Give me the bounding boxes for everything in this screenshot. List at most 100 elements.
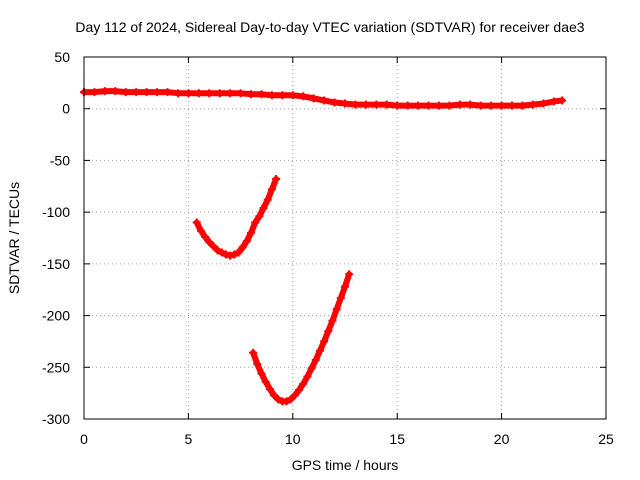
data-point	[487, 101, 496, 110]
data-point	[234, 248, 243, 257]
data-point	[247, 90, 256, 99]
x-tick-label: 20	[494, 431, 510, 447]
y-tick-label: 0	[62, 101, 70, 117]
data-point	[288, 91, 297, 100]
data-point	[309, 94, 318, 103]
data-point	[403, 101, 412, 110]
x-tick-label: 5	[185, 431, 193, 447]
data-point	[278, 91, 287, 100]
data-point	[217, 248, 226, 257]
data-point	[341, 282, 349, 291]
data-point	[272, 175, 281, 184]
data-point	[320, 337, 329, 346]
grid	[84, 57, 606, 419]
data-point	[299, 92, 308, 101]
data-point	[414, 101, 423, 110]
data-point	[194, 89, 203, 98]
data-point	[558, 96, 567, 105]
data-point	[132, 88, 141, 97]
data-point	[315, 346, 324, 355]
data-point	[257, 369, 266, 378]
data-point	[267, 91, 276, 100]
data-point	[255, 212, 264, 221]
data-point	[257, 90, 266, 99]
data-point	[163, 88, 172, 97]
x-tick-label: 10	[285, 431, 301, 447]
data-point	[226, 89, 235, 98]
y-axis-label: SDTVAR / TECUs	[6, 182, 22, 294]
y-tick-label: -50	[50, 152, 70, 168]
data-point	[328, 316, 337, 325]
data-point	[226, 251, 235, 260]
data-point	[238, 243, 247, 252]
series-baseline	[80, 87, 567, 110]
data-point	[221, 250, 230, 259]
data-point	[351, 100, 360, 109]
data-point	[201, 232, 210, 241]
data-point	[330, 98, 339, 107]
data-point	[205, 238, 214, 247]
data-point	[382, 100, 391, 109]
data-point	[466, 100, 475, 109]
data-point	[455, 100, 464, 109]
data-point	[295, 386, 304, 395]
data-point	[261, 377, 270, 386]
data-point	[230, 250, 239, 259]
data-point	[434, 101, 443, 110]
data-point	[251, 218, 260, 227]
data-point	[361, 100, 370, 109]
data-point	[286, 395, 295, 404]
data-point	[100, 87, 109, 96]
data-point	[508, 101, 517, 110]
axis-tick-labels: 0 5 10 15 20 25 50 0 -50 -100 -150 -200 -250 -300	[42, 49, 614, 447]
data-point	[307, 364, 316, 373]
data-point	[142, 88, 151, 97]
data-point	[249, 348, 258, 357]
y-tick-label: -100	[42, 204, 70, 220]
data-point	[539, 99, 548, 108]
data-point	[121, 88, 130, 97]
data-point	[282, 397, 291, 406]
data-point	[213, 246, 222, 255]
data-point	[196, 226, 205, 235]
data-point	[345, 270, 354, 279]
data-point	[311, 356, 320, 365]
chart-title: Day 112 of 2024, Sidereal Day-to-day VTE…	[75, 19, 584, 35]
data-point	[303, 372, 312, 381]
data-point	[267, 185, 276, 194]
x-axis-label: GPS time / hours	[292, 457, 399, 473]
data-point	[242, 237, 251, 246]
data-point	[90, 88, 99, 97]
data-point	[341, 99, 349, 108]
data-series	[80, 87, 567, 406]
data-point	[274, 395, 283, 404]
data-point	[299, 379, 308, 388]
plot-frame	[83, 56, 607, 420]
x-tick-label: 25	[598, 431, 614, 447]
data-point	[247, 228, 256, 237]
data-point	[476, 101, 485, 110]
data-point	[518, 101, 527, 110]
x-tick-label: 0	[80, 431, 88, 447]
y-tick-label: -200	[42, 308, 70, 324]
data-point	[153, 88, 162, 97]
data-point	[424, 101, 433, 110]
data-point	[336, 293, 345, 302]
axis-ticks	[83, 56, 607, 420]
data-point	[528, 100, 537, 109]
data-point	[173, 89, 182, 98]
data-point	[393, 101, 402, 110]
data-point	[205, 89, 214, 98]
data-point	[372, 100, 381, 109]
y-tick-label: -250	[42, 359, 70, 375]
data-point	[549, 97, 558, 106]
data-point	[320, 96, 329, 105]
series-arc-2	[249, 270, 354, 406]
data-point	[332, 305, 341, 314]
y-tick-label: -150	[42, 256, 70, 272]
data-point	[184, 89, 193, 98]
data-point	[209, 242, 218, 251]
data-point	[324, 327, 333, 336]
